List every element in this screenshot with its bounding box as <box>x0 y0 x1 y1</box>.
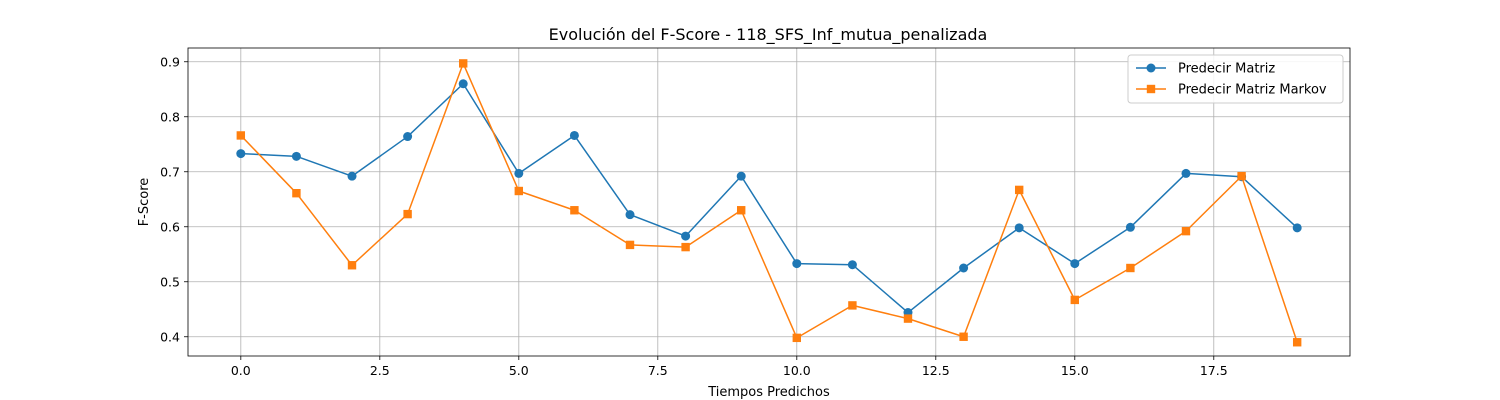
data-point <box>792 333 801 343</box>
legend-box <box>1127 54 1344 104</box>
data-point <box>569 130 579 140</box>
data-point <box>737 206 746 215</box>
series-line <box>240 83 1298 314</box>
series-1 <box>236 79 1302 318</box>
data-point <box>1237 171 1246 181</box>
x-tick-label: 15.0 <box>1061 363 1089 378</box>
x-tick-label: 12.5 <box>922 363 950 378</box>
x-tick-label: 17.5 <box>1200 363 1228 378</box>
legend-item: Predecir Matriz <box>1136 62 1275 77</box>
series-2 <box>236 59 1302 347</box>
data-point <box>347 171 357 181</box>
y-tick-label: 0.8 <box>160 109 180 124</box>
data-point <box>1070 295 1079 305</box>
data-point <box>1014 223 1024 233</box>
data-point <box>403 209 412 219</box>
data-point <box>625 240 635 250</box>
data-point <box>1126 263 1135 273</box>
data-point <box>681 242 690 252</box>
data-point <box>1014 185 1024 195</box>
data-point <box>681 231 691 241</box>
legend-label: Predecir Matriz <box>1178 62 1275 77</box>
x-tick-label: 7.5 <box>648 363 668 378</box>
chart-title: Evolución del F-Score - 118_SFS_Inf_mutu… <box>549 25 988 45</box>
y-axis: 0.4 0.5 0.6 0.7 0.8 0.9 <box>160 54 188 344</box>
data-point <box>848 301 857 310</box>
x-tick-label: 5.0 <box>509 363 529 378</box>
data-point <box>1070 259 1080 269</box>
data-point <box>903 314 913 323</box>
y-axis-label: F-Score <box>137 178 152 227</box>
data-point <box>959 263 969 273</box>
data-point <box>1292 223 1302 233</box>
data-point <box>403 132 413 142</box>
data-point <box>1181 168 1191 178</box>
legend-marker <box>1146 84 1156 94</box>
plot-series <box>236 59 1302 347</box>
data-point <box>291 151 301 161</box>
legend-label: Predecir Matriz Markov <box>1178 83 1327 98</box>
y-tick-label: 0.7 <box>160 164 180 179</box>
y-tick-label: 0.6 <box>160 219 180 234</box>
data-point <box>625 210 635 220</box>
y-tick-label: 0.4 <box>160 329 180 344</box>
legend-item: Predecir Matriz Markov <box>1136 83 1327 98</box>
x-tick-label: 10.0 <box>783 363 811 378</box>
legend: Predecir Matriz Predecir Matriz Markov <box>1127 54 1344 104</box>
data-point <box>570 206 579 215</box>
x-axis: 0.0 2.5 5.0 7.5 10.0 12.5 15.0 17.5 <box>231 356 1228 378</box>
series-line <box>240 62 1298 343</box>
x-tick-label: 0.0 <box>231 363 251 378</box>
x-tick-label: 2.5 <box>370 363 390 378</box>
data-point <box>459 59 468 68</box>
y-tick-label: 0.5 <box>160 274 180 289</box>
data-point <box>236 131 246 140</box>
data-point <box>347 261 357 270</box>
y-tick-label: 0.9 <box>160 54 180 69</box>
data-point <box>959 332 968 341</box>
data-point <box>792 259 802 269</box>
data-point <box>1292 338 1302 347</box>
data-point <box>236 149 246 159</box>
data-point <box>292 189 301 198</box>
data-point <box>514 168 524 178</box>
data-point <box>458 79 468 89</box>
data-point <box>1181 226 1191 236</box>
data-point <box>1125 222 1135 232</box>
data-point <box>847 260 857 270</box>
plot-frame <box>187 47 1351 357</box>
data-point <box>514 186 524 196</box>
data-point <box>736 171 746 181</box>
x-axis-label: Tiempos Predichos <box>707 385 830 400</box>
legend-marker <box>1146 63 1156 73</box>
